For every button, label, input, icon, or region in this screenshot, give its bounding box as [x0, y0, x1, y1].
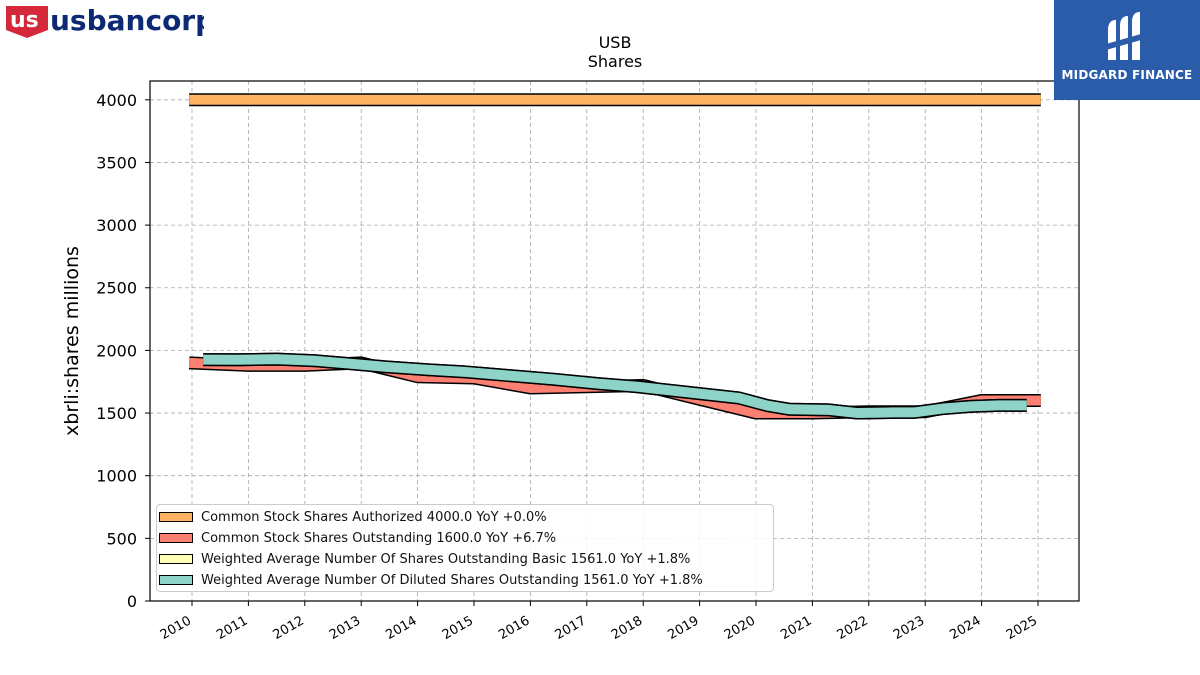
usbancorp-wordmark: usbancorp: [50, 4, 204, 37]
x-tick-label: 2013: [327, 613, 363, 643]
y-tick-label: 1000: [96, 467, 137, 486]
y-tick-label: 1500: [96, 404, 137, 423]
chart-subtitle: Shares: [588, 52, 643, 71]
y-tick-label: 2500: [96, 279, 137, 298]
x-tick-label: 2010: [158, 613, 194, 643]
legend-swatch: [159, 575, 193, 585]
svg-text:us: us: [10, 8, 39, 33]
x-tick-label: 2014: [383, 613, 419, 643]
x-tick-label: 2023: [891, 613, 927, 643]
y-axis: 0 500 1000 1500 2000 2500 3000 3500 4000: [96, 91, 150, 611]
x-tick-label: 2017: [553, 613, 589, 643]
x-tick-label: 2018: [609, 613, 645, 643]
y-tick-label: 3000: [96, 216, 137, 235]
legend-item-outstanding: Common Stock Shares Outstanding 1600.0 Y…: [159, 528, 556, 548]
usbancorp-shield-icon: [6, 6, 48, 38]
x-tick-label: 2012: [271, 613, 307, 643]
x-tick-label: 2020: [722, 613, 758, 643]
x-tick-label: 2015: [440, 613, 476, 643]
usbancorp-logo: us usbancorp: [4, 4, 215, 44]
series-line: [203, 354, 1027, 419]
midgard-emblem-icon: [1106, 12, 1148, 60]
legend-item-authorized: Common Stock Shares Authorized 4000.0 Yo…: [159, 507, 547, 527]
legend: Common Stock Shares Authorized 4000.0 Yo…: [156, 504, 774, 592]
y-tick-label: 500: [106, 529, 137, 548]
y-tick-label: 4000: [96, 91, 137, 110]
midgard-finance-wordmark: MIDGARD FINANCE: [1061, 68, 1193, 82]
x-tick-label: 2011: [214, 613, 250, 643]
x-tick-label: 2024: [947, 613, 983, 643]
legend-item-basic: Weighted Average Number Of Shares Outsta…: [159, 549, 690, 569]
series-layer: [188, 93, 1041, 420]
x-axis: 2010 2011 2012 2013 2014 2015 2016 2017 2018 2019…: [158, 601, 1040, 643]
x-tick-label: 2021: [778, 613, 814, 643]
legend-label: Weighted Average Number Of Diluted Share…: [201, 572, 703, 588]
x-tick-label: 2025: [1004, 613, 1040, 643]
legend-swatch: [159, 533, 193, 543]
chart-title: USB: [599, 33, 632, 52]
legend-swatch: [159, 554, 193, 564]
legend-label: Weighted Average Number Of Shares Outsta…: [201, 551, 691, 567]
midgard-finance-logo: MIDGARD FINANCE: [1054, 0, 1200, 100]
y-tick-label: 3500: [96, 153, 137, 172]
x-tick-label: 2022: [835, 613, 871, 643]
legend-label: Common Stock Shares Authorized 4000.0 Yo…: [201, 509, 547, 525]
y-tick-label: 2000: [96, 341, 137, 360]
y-tick-label: 0: [127, 592, 137, 611]
x-tick-label: 2019: [665, 613, 701, 643]
x-tick-label: 2016: [496, 613, 532, 643]
y-axis-label: xbrli:shares millions: [61, 246, 83, 436]
legend-swatch: [159, 512, 193, 522]
legend-item-diluted: Weighted Average Number Of Diluted Share…: [159, 570, 703, 590]
series-4: [203, 352, 1027, 420]
plot-frame: [149, 80, 1080, 602]
legend-label: Common Stock Shares Outstanding 1600.0 Y…: [201, 530, 557, 546]
